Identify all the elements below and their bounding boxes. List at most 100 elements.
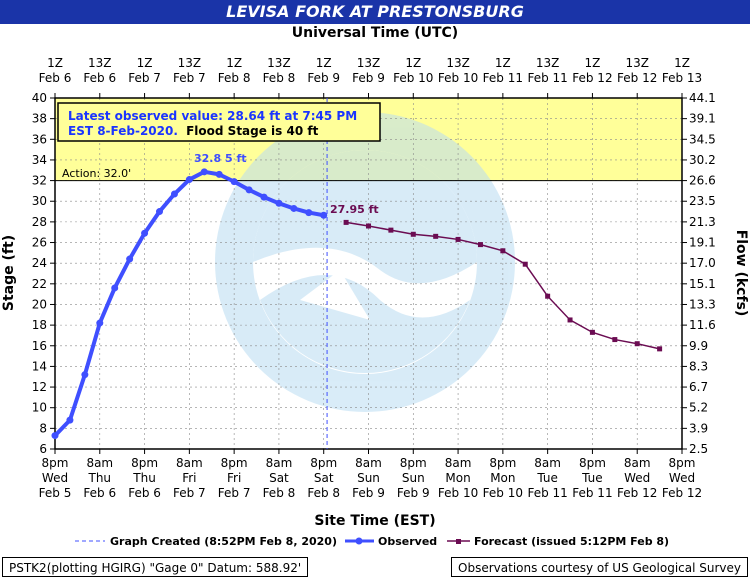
right-tick-label: 8.3 (689, 359, 708, 373)
bottom-tick-day: Tue (581, 471, 603, 485)
forecast-point (433, 233, 439, 239)
left-tick-label: 30 (32, 194, 47, 208)
left-tick-label: 18 (32, 318, 47, 332)
top-tick-hour: 1Z (316, 56, 332, 70)
observed-point (200, 168, 208, 176)
chart-title: LEVISA FORK AT PRESTONSBURG (0, 0, 750, 24)
top-tick-hour: 13Z (357, 56, 381, 70)
top-tick-hour: 1Z (137, 56, 153, 70)
top-tick-hour: 1Z (495, 56, 511, 70)
bottom-tick-day: Sat (269, 471, 289, 485)
bottom-tick-date: Feb 5 (39, 486, 72, 500)
left-tick-label: 34 (32, 153, 47, 167)
left-tick-label: 26 (32, 236, 47, 250)
bottom-tick-day: Thu (132, 471, 156, 485)
observed-point (156, 208, 163, 216)
left-tick-label: 20 (32, 297, 47, 311)
bottom-tick-time: 8am (445, 456, 472, 470)
bottom-tick-date: Feb 9 (352, 486, 385, 500)
right-tick-label: 23.5 (689, 194, 716, 208)
bottom-tick-time: 8pm (131, 456, 158, 470)
top-tick-hour: 13Z (267, 56, 291, 70)
bottom-tick-time: 8pm (310, 456, 337, 470)
top-tick-hour: 1Z (674, 56, 690, 70)
bottom-tick-day: Tue (536, 471, 558, 485)
left-tick-label: 16 (32, 339, 47, 353)
bottom-tick-date: Feb 7 (218, 486, 251, 500)
action-label: Action: 32.0' (62, 167, 131, 180)
forecast-point (410, 231, 416, 237)
bottom-tick-day: Wed (669, 471, 695, 485)
right-tick-label: 19.1 (689, 236, 716, 250)
left-tick-label: 12 (32, 380, 47, 394)
observed-point (141, 229, 149, 237)
top-axis-title: Universal Time (UTC) (291, 25, 459, 41)
top-tick-hour: 1Z (584, 56, 600, 70)
forecast-point (545, 293, 551, 299)
observed-point (305, 209, 313, 217)
bottom-tick-time: 8pm (42, 456, 69, 470)
top-tick-date: Feb 8 (218, 71, 251, 85)
right-tick-label: 30.2 (689, 153, 716, 167)
bottom-tick-time: 8pm (400, 456, 427, 470)
info-flood-stage: Flood Stage is 40 ft (186, 124, 318, 138)
bottom-tick-time: 8am (176, 456, 203, 470)
top-tick-hour: 13Z (625, 56, 649, 70)
bottom-tick-date: Feb 8 (263, 486, 296, 500)
datum-footer: PSTK2(plotting HGIRG) "Gage 0" Datum: 58… (2, 557, 309, 577)
right-tick-label: 6.7 (689, 380, 708, 394)
observed-point (290, 204, 298, 212)
top-tick-date: Feb 6 (39, 71, 72, 85)
top-tick-date: Feb 11 (483, 71, 523, 85)
bottom-tick-day: Fri (182, 471, 196, 485)
right-tick-label: 34.5 (689, 132, 716, 146)
top-tick-hour: 1Z (226, 56, 242, 70)
bottom-tick-time: 8am (534, 456, 561, 470)
top-tick-date: Feb 7 (128, 71, 161, 85)
left-tick-label: 22 (32, 277, 47, 291)
observed-point (170, 190, 178, 198)
left-tick-label: 10 (32, 401, 47, 415)
observed-point (230, 178, 238, 186)
top-tick-date: Feb 11 (527, 71, 567, 85)
observed-point (126, 255, 134, 263)
legend-created-label: Graph Created (8:52PM Feb 8, 2020) (110, 535, 337, 548)
hydrograph-chart: 6 8 10 12 14 16 18 20 22 24 26 28 30 32 34 36 38 40 44.1 3… (1, 56, 749, 548)
top-tick-date: Feb 12 (617, 71, 657, 85)
bottom-tick-date: Feb 12 (617, 486, 657, 500)
top-tick-date: Feb 8 (263, 71, 296, 85)
forecast-point (589, 329, 595, 335)
bottom-tick-time: 8am (355, 456, 382, 470)
left-tick-label: 32 (32, 174, 47, 188)
top-tick-date: Feb 6 (83, 71, 116, 85)
top-tick-hour: 13Z (178, 56, 202, 70)
observed-point (111, 284, 119, 292)
bottom-tick-date: Feb 7 (173, 486, 206, 500)
top-tick-hour: 13Z (88, 56, 112, 70)
left-tick-label: 14 (32, 359, 47, 373)
observed-point (260, 193, 268, 201)
bottom-tick-date: Feb 10 (483, 486, 523, 500)
top-tick-date: Feb 7 (173, 71, 206, 85)
observed-point (185, 176, 193, 184)
right-tick-label: 3.9 (689, 421, 708, 435)
noaa-watermark (215, 112, 515, 412)
bottom-tick-time: 8am (86, 456, 113, 470)
top-tick-date: Feb 9 (307, 71, 340, 85)
bottom-tick-date: Feb 11 (527, 486, 567, 500)
right-tick-label: 21.3 (689, 215, 716, 229)
left-tick-label: 24 (32, 256, 47, 270)
info-line-1: Latest observed value: 28.64 ft at 7:45 … (68, 109, 357, 123)
legend-forecast-marker (456, 539, 461, 544)
left-tick-label: 6 (39, 442, 47, 456)
bottom-tick-day: Mon (445, 471, 470, 485)
observed-point (245, 186, 253, 194)
bottom-tick-date: Feb 9 (397, 486, 430, 500)
bottom-tick-time: 8am (266, 456, 293, 470)
info-box (57, 102, 381, 142)
right-tick-label: 44.1 (689, 91, 716, 105)
x-axis-title: Site Time (EST) (314, 513, 435, 529)
bottom-tick-date: Feb 12 (662, 486, 702, 500)
top-tick-hour: 13Z (536, 56, 560, 70)
